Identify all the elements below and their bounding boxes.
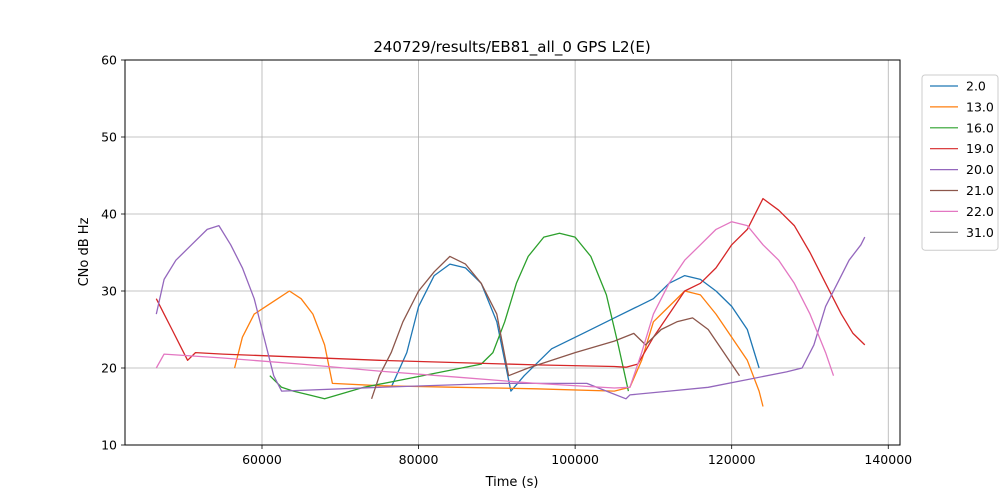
legend-label: 21.0	[966, 183, 994, 198]
plot-frame	[124, 59, 901, 446]
legend-label: 13.0	[966, 99, 994, 114]
legend-label: 19.0	[966, 141, 994, 156]
ticks: 60000 80000 100000 120000 140000 10 20 30 40 50 60	[101, 53, 912, 468]
series-line-2.0	[390, 263, 760, 392]
legend-label: 20.0	[966, 162, 994, 177]
chart-title: 240729/results/EB81_all_0 GPS L2(E)	[373, 38, 650, 57]
y-tick-label: 60	[101, 53, 117, 68]
legend-label: 2.0	[966, 79, 986, 94]
series-line-22.0	[155, 221, 835, 389]
y-axis-label: CNo dB Hz	[77, 217, 92, 286]
y-tick-label: 30	[101, 284, 117, 299]
x-axis-label: Time (s)	[485, 475, 539, 490]
series-line-21.0	[370, 255, 741, 400]
x-tick-label: 80000	[399, 452, 439, 467]
y-tick-label: 20	[101, 361, 117, 376]
legend-box	[921, 74, 999, 251]
x-tick-label: 140000	[864, 452, 912, 467]
x-tick-label: 60000	[242, 452, 282, 467]
series-line-13.0	[233, 290, 764, 407]
x-tick-label: 100000	[551, 452, 599, 467]
y-tick-label: 10	[101, 438, 117, 453]
y-tick-label: 40	[101, 207, 117, 222]
legend-label: 16.0	[966, 120, 994, 135]
legend-label: 22.0	[966, 204, 994, 219]
x-tick-label: 120000	[708, 452, 756, 467]
y-tick-label: 50	[101, 130, 117, 145]
legend-label: 31.0	[966, 225, 994, 240]
series-lines	[155, 197, 866, 407]
series-line-16.0	[269, 232, 630, 400]
legend: 2.0 13.0 16.0 19.0 20.0 21.0 22.0 31.0	[921, 74, 999, 251]
